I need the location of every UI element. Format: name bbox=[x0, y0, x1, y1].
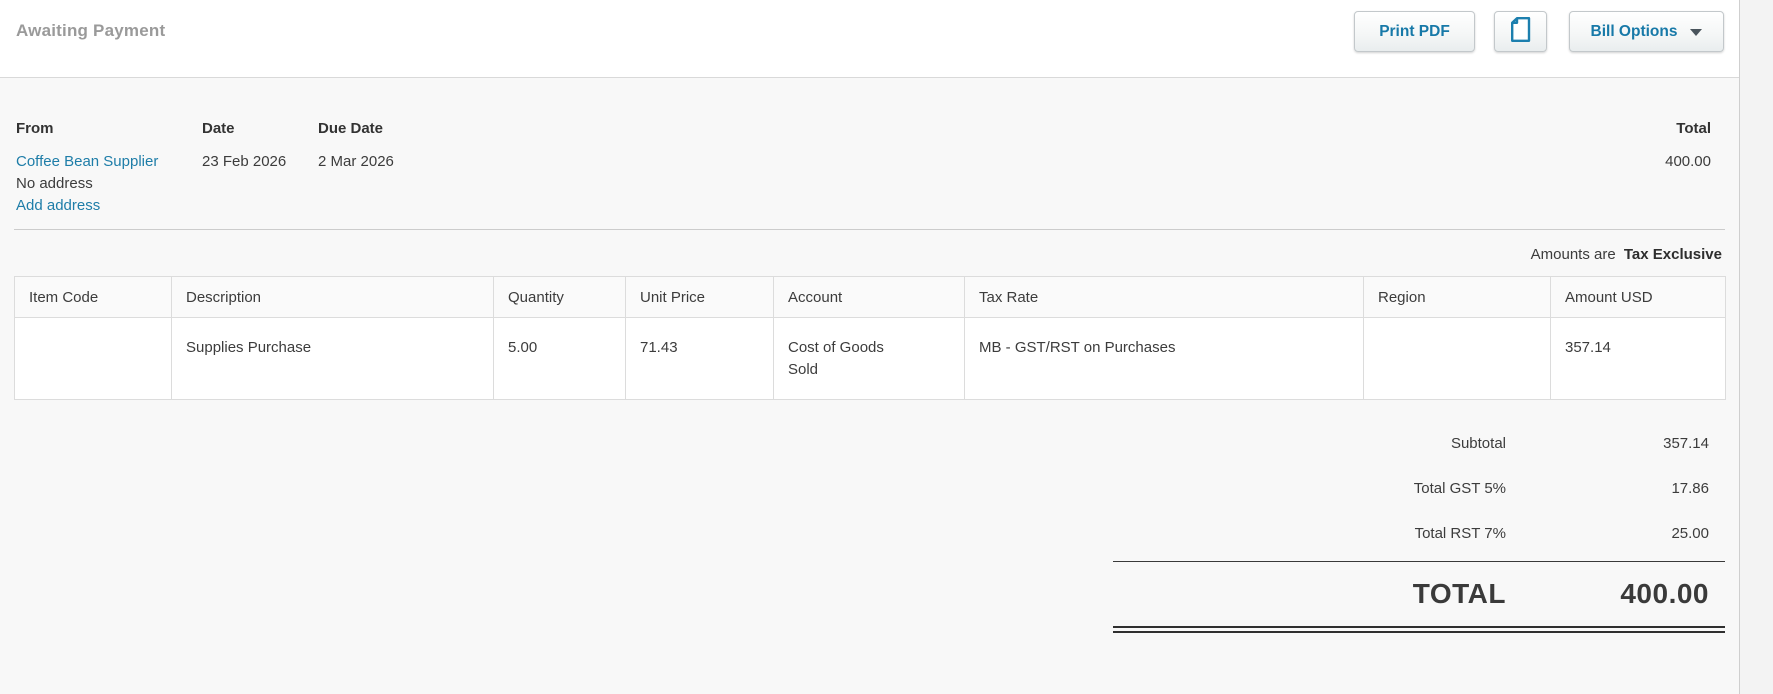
cell-account: Cost of Goods Sold bbox=[773, 317, 965, 400]
table-row: Supplies Purchase 5.00 71.43 Cost of Goo… bbox=[14, 317, 1726, 400]
date-column: Date 23 Feb 2026 bbox=[202, 120, 318, 173]
print-pdf-button[interactable]: Print PDF bbox=[1354, 11, 1475, 52]
grand-total-row: TOTAL 400.00 bbox=[1113, 562, 1725, 626]
header-total-value: 400.00 bbox=[1665, 153, 1711, 170]
bill-body: From Coffee Bean Supplier No address Add… bbox=[0, 77, 1739, 694]
summary-divider bbox=[14, 229, 1725, 230]
from-column: From Coffee Bean Supplier No address Add… bbox=[16, 120, 202, 217]
due-date-column: Due Date 2 Mar 2026 bbox=[318, 120, 488, 173]
col-header-amount: Amount USD bbox=[1550, 276, 1726, 318]
amounts-are-note: Amounts are Tax Exclusive bbox=[0, 246, 1722, 263]
tax-mode: Tax Exclusive bbox=[1623, 246, 1722, 263]
subtotal-label: Subtotal bbox=[1450, 435, 1506, 452]
col-header-description: Description bbox=[171, 276, 494, 318]
table-header-row: Item Code Description Quantity Unit Pric… bbox=[14, 276, 1726, 318]
copy-document-button[interactable] bbox=[1494, 11, 1547, 52]
subtotal-value: 357.14 bbox=[1663, 435, 1709, 452]
col-header-account: Account bbox=[773, 276, 965, 318]
add-address-link[interactable]: Add address bbox=[16, 197, 101, 214]
subtotal-row: Subtotal 357.14 bbox=[1113, 421, 1725, 466]
header-actions: Print PDF Bill Options bbox=[1354, 0, 1724, 52]
chevron-down-icon bbox=[1690, 29, 1703, 36]
total-column: Total 400.00 bbox=[1665, 120, 1725, 173]
totals-section: Subtotal 357.14 Total GST 5% 17.86 Total… bbox=[1113, 421, 1725, 633]
due-date-label: Due Date bbox=[318, 120, 384, 137]
bill-options-label: Bill Options bbox=[1590, 22, 1678, 40]
from-label: From bbox=[16, 120, 54, 137]
rst-label: Total RST 7% bbox=[1414, 525, 1506, 542]
grand-total-label: TOTAL bbox=[1412, 578, 1506, 609]
cell-tax-rate: MB - GST/RST on Purchases bbox=[964, 317, 1364, 400]
line-items-table: Item Code Description Quantity Unit Pric… bbox=[14, 276, 1726, 400]
cell-amount: 357.14 bbox=[1550, 317, 1726, 400]
amounts-are-prefix: Amounts are bbox=[1530, 246, 1616, 263]
gst-row: Total GST 5% 17.86 bbox=[1113, 466, 1725, 511]
cell-description: Supplies Purchase bbox=[171, 317, 494, 400]
scrollbar-gutter[interactable] bbox=[1739, 0, 1773, 694]
double-rule-top bbox=[1113, 626, 1725, 628]
date-value: 23 Feb 2026 bbox=[202, 153, 287, 170]
grand-total-value: 400.00 bbox=[1620, 578, 1709, 609]
cell-region bbox=[1363, 317, 1551, 400]
col-header-tax-rate: Tax Rate bbox=[964, 276, 1364, 318]
due-date-value: 2 Mar 2026 bbox=[318, 153, 394, 170]
col-header-unit-price: Unit Price bbox=[625, 276, 774, 318]
gst-label: Total GST 5% bbox=[1413, 480, 1506, 497]
header-total-label: Total bbox=[1676, 120, 1711, 137]
total-separator-line bbox=[1113, 561, 1725, 562]
document-icon bbox=[1509, 16, 1532, 48]
date-label: Date bbox=[202, 120, 235, 137]
address-line: No address bbox=[16, 175, 93, 192]
double-rule-bottom bbox=[1113, 631, 1725, 633]
bill-summary: From Coffee Bean Supplier No address Add… bbox=[0, 78, 1739, 217]
col-header-quantity: Quantity bbox=[493, 276, 626, 318]
gst-value: 17.86 bbox=[1671, 480, 1709, 497]
cell-item-code bbox=[14, 317, 172, 400]
cell-unit-price: 71.43 bbox=[625, 317, 774, 400]
col-header-item-code: Item Code bbox=[14, 276, 172, 318]
contact-link[interactable]: Coffee Bean Supplier bbox=[16, 153, 159, 170]
bill-options-button[interactable]: Bill Options bbox=[1569, 11, 1724, 52]
col-header-region: Region bbox=[1363, 276, 1551, 318]
rst-row: Total RST 7% 25.00 bbox=[1113, 511, 1725, 556]
cell-quantity: 5.00 bbox=[493, 317, 626, 400]
bill-status-title: Awaiting Payment bbox=[16, 21, 166, 40]
bill-header: Awaiting Payment Print PDF Bill Options bbox=[0, 0, 1739, 77]
rst-value: 25.00 bbox=[1671, 525, 1709, 542]
